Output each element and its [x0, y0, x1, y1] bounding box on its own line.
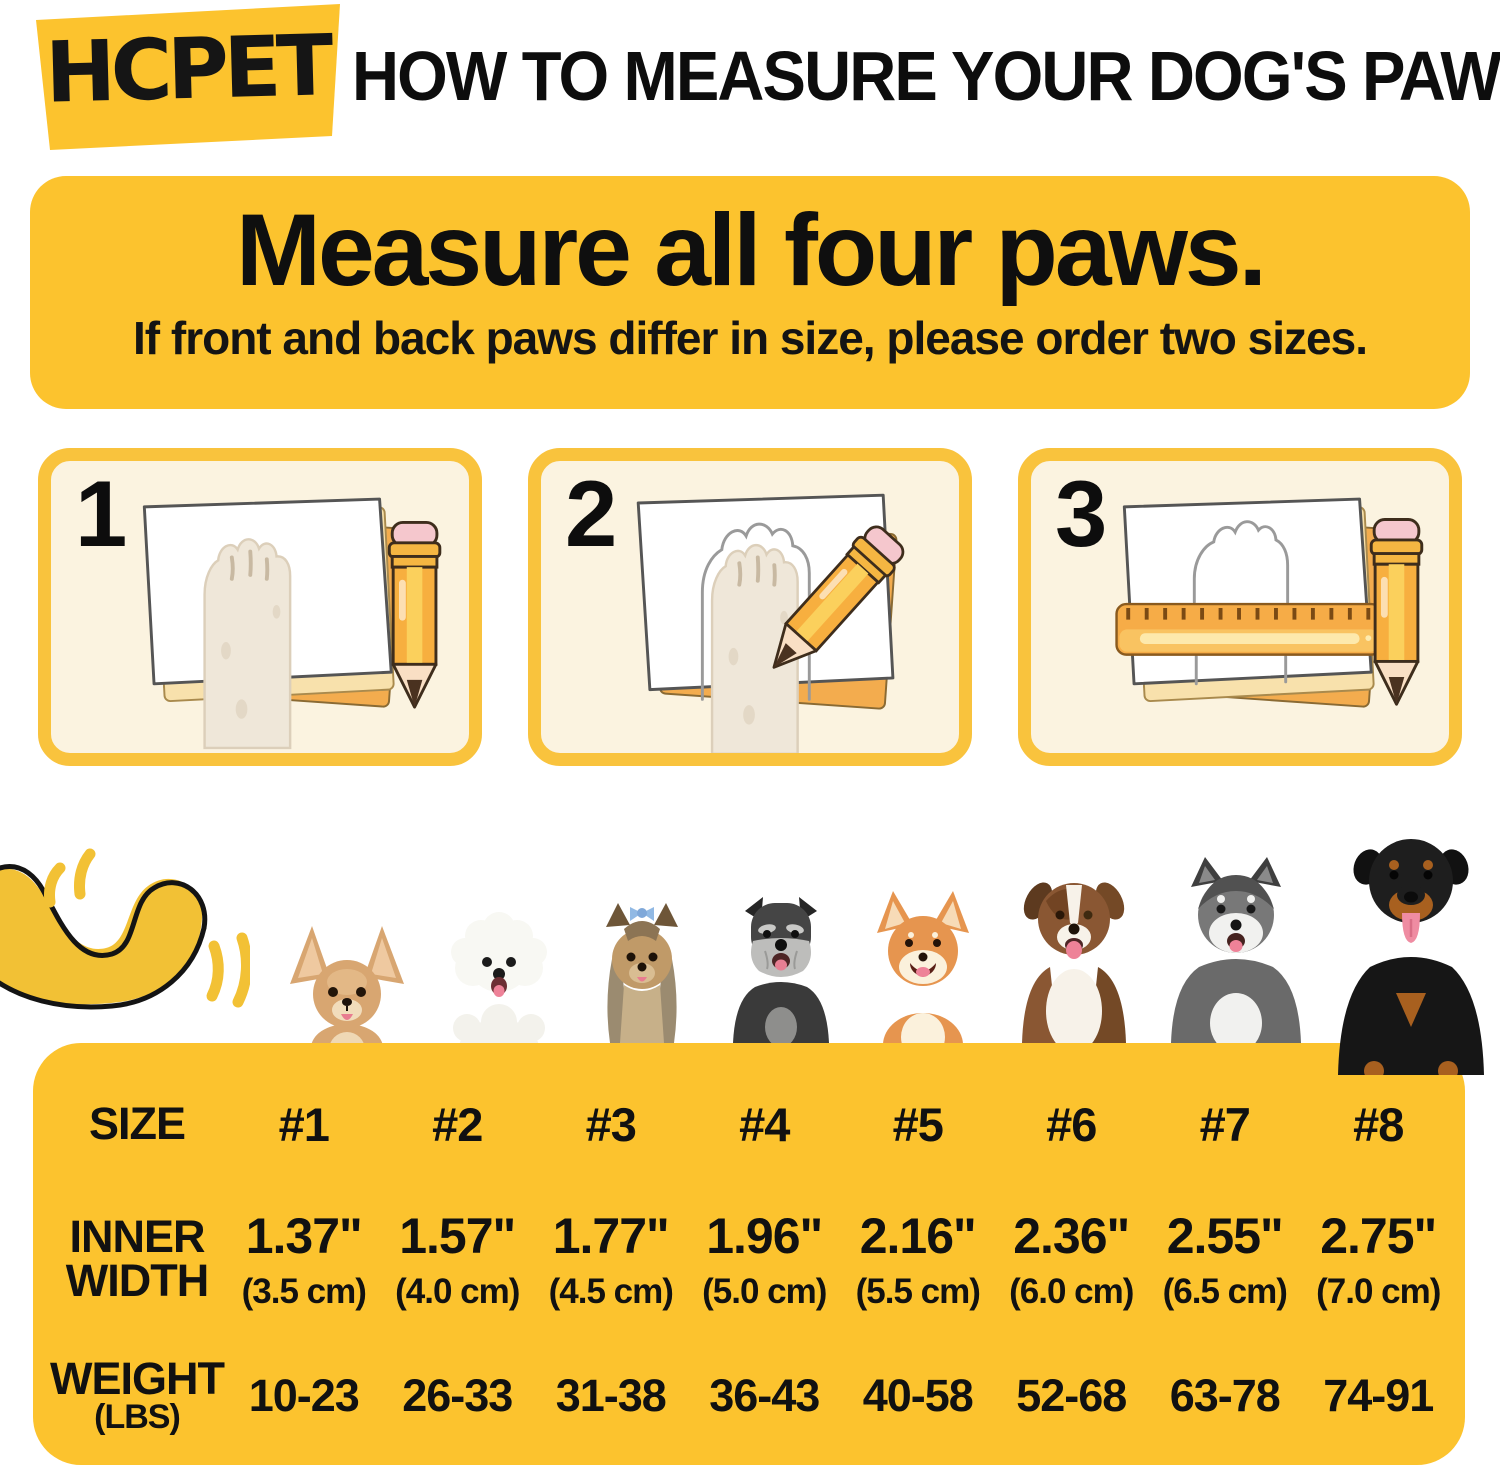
weight-row-label: WEIGHT (LBS)	[50, 1353, 225, 1437]
dog-image-shiba-inu	[876, 891, 969, 1043]
inner-width-value: 1.57" (4.0 cm)	[395, 1207, 520, 1311]
measure-banner: Measure all four paws. If front and back…	[30, 176, 1470, 409]
dog-lineup	[0, 822, 1500, 1075]
inner-width-value: 2.16" (5.5 cm)	[855, 1207, 981, 1311]
dog-image-alaskan-malamute	[1170, 857, 1301, 1043]
size-row-label: SIZE	[88, 1097, 186, 1149]
steps-row: 1	[38, 448, 1462, 766]
brand-logo: HCPET	[22, 2, 352, 152]
size-chart-table: SIZE #1 #2 #3 #4 #5 #6 #7 #8 INNER WIDTH…	[33, 1043, 1465, 1465]
inner-width-value: 1.77" (4.5 cm)	[548, 1207, 674, 1311]
dog-image-chihuahua	[290, 926, 404, 1043]
size-value: #5	[892, 1097, 944, 1151]
dog-image-australian-shepherd	[1021, 882, 1126, 1043]
weight-value: 10-23	[248, 1370, 360, 1421]
inner-width-value: 1.37" (3.5 cm)	[241, 1207, 367, 1311]
paw-outline-icon	[1192, 520, 1290, 686]
banner-subheading: If front and back paws differ in size, p…	[133, 312, 1368, 364]
swoosh-doodle-icon	[0, 848, 250, 1010]
inner-width-value: 2.75" (7.0 cm)	[1316, 1207, 1441, 1311]
dog-row	[272, 822, 1500, 1075]
step-2-illustration	[636, 493, 911, 753]
size-value: #4	[739, 1097, 790, 1151]
size-value: #3	[585, 1097, 637, 1151]
logo-background-shape	[36, 4, 340, 150]
dog-image-rottweiler	[1337, 839, 1484, 1075]
step-panel-1: 1	[38, 448, 482, 766]
step-panel-3: 3	[1018, 448, 1462, 766]
step-panel-2: 2	[528, 448, 972, 766]
dog-image-bichon-frise	[451, 912, 548, 1043]
banner-heading: Measure all four paws.	[235, 193, 1267, 307]
weight-value: 31-38	[555, 1370, 667, 1421]
brand-logo-text: HCPET	[44, 16, 330, 122]
dog-image-yorkshire-terrier	[606, 903, 679, 1043]
weight-value: 74-91	[1323, 1370, 1434, 1421]
weight-value: 63-78	[1169, 1370, 1281, 1421]
size-value: #8	[1353, 1097, 1404, 1151]
step-number: 2	[565, 461, 618, 566]
inner-width-value: 2.36" (6.0 cm)	[1009, 1207, 1134, 1311]
ruler-icon	[1115, 602, 1383, 656]
weight-value: 36-43	[709, 1370, 820, 1421]
step-number: 3	[1055, 461, 1108, 566]
weight-value: 26-33	[402, 1370, 513, 1421]
inner-width-value: 1.96" (5.0 cm)	[702, 1207, 827, 1311]
page-title: HOW TO MEASURE YOUR DOG'S PAWS	[352, 37, 1500, 115]
dog-image-miniature-schnauzer	[733, 897, 830, 1043]
step-3-illustration	[1115, 497, 1424, 709]
paw-outline-icon	[700, 522, 811, 701]
size-value: #6	[1046, 1097, 1097, 1151]
inner-width-row-label: INNER WIDTH	[65, 1210, 209, 1306]
step-number: 1	[75, 461, 128, 566]
size-value: #2	[432, 1097, 483, 1151]
inner-width-value: 2.55" (6.5 cm)	[1162, 1207, 1288, 1311]
size-value: #1	[278, 1097, 330, 1151]
size-value: #7	[1199, 1097, 1251, 1151]
weight-value: 52-68	[1016, 1370, 1127, 1421]
weight-value: 40-58	[862, 1370, 974, 1421]
